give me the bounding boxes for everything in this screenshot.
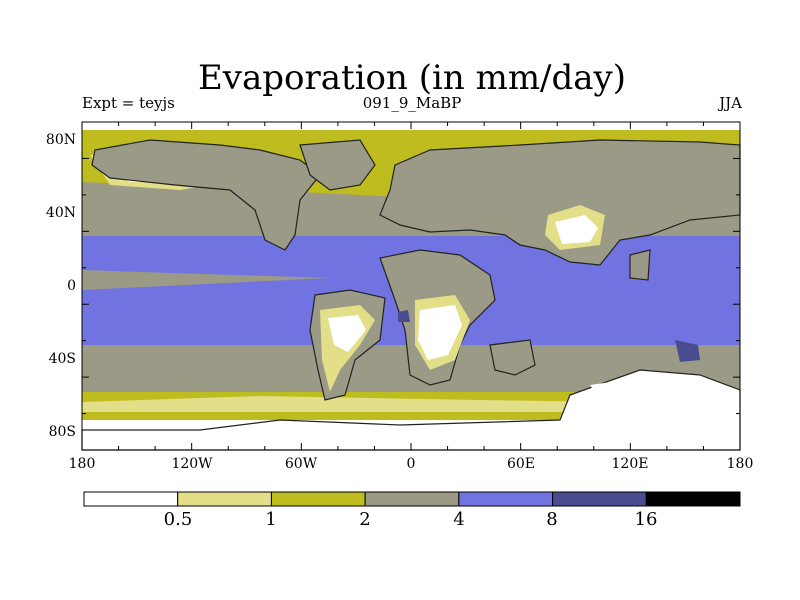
lat-label-40s: 40S — [48, 351, 76, 367]
period-label: 091_9_MaBP — [362, 94, 462, 112]
south-america-desert — [328, 315, 366, 352]
axis-ticks — [81, 121, 741, 451]
asia-desert-core — [555, 215, 598, 244]
colorbar-label-0-5: 0.5 — [163, 509, 193, 530]
madagascar-patch — [398, 310, 410, 322]
colorbar-swatch — [458, 491, 554, 507]
colorbar-label-8: 8 — [546, 509, 558, 530]
season-label: JJA — [719, 94, 742, 112]
lon-label-0: 0 — [406, 456, 416, 472]
ocean-band-equatorial-tongue — [82, 270, 330, 290]
plot-title: Evaporation (in mm/day) — [197, 58, 627, 98]
colorbar — [83, 491, 741, 507]
lat-label-80s: 80S — [48, 424, 76, 440]
colorbar-swatch — [364, 491, 460, 507]
lon-label-120w: 120W — [171, 456, 213, 472]
lon-label-60w: 60W — [284, 456, 318, 472]
tasman-patch — [675, 340, 700, 362]
southeast-asia-island — [629, 249, 651, 281]
antarctica-coast-white — [590, 378, 690, 400]
experiment-label: Expt = teyjs — [82, 94, 175, 112]
lat-label-equator: 0 — [67, 278, 76, 294]
africa-south-desert — [418, 305, 462, 360]
lon-label-120e: 120E — [611, 456, 649, 472]
colorbar-label-1: 1 — [265, 509, 277, 530]
eurasia-landmass — [379, 139, 741, 266]
colorbar-swatch — [270, 491, 366, 507]
lon-label-180e: 180 — [726, 456, 754, 472]
colorbar-label-2: 2 — [359, 509, 371, 530]
colorbar-swatch — [83, 491, 179, 507]
colorbar-swatch — [177, 491, 272, 507]
lat-label-80n: 80N — [45, 132, 76, 148]
lat-label-40n: 40N — [45, 205, 76, 221]
colorbar-label-4: 4 — [453, 509, 465, 530]
lon-label-60e: 60E — [506, 456, 536, 472]
lon-label-180w: 180 — [68, 456, 96, 472]
map-panel — [81, 121, 741, 451]
southern-landmass-east — [489, 339, 536, 376]
colorbar-label-16: 16 — [634, 509, 658, 530]
colorbar-swatch — [552, 491, 647, 507]
north-america-landmass — [91, 139, 321, 251]
greenland-landmass — [299, 139, 376, 191]
colorbar-swatch — [645, 491, 741, 507]
